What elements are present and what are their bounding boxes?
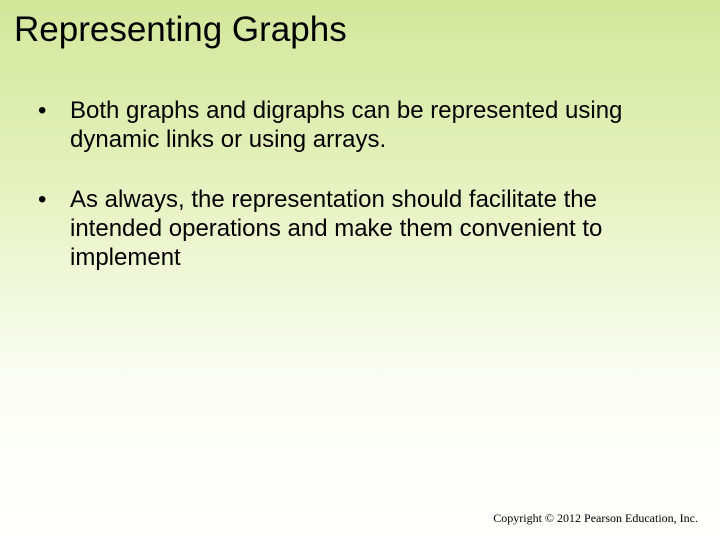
bullet-icon: • [32,185,70,214]
slide-body: • Both graphs and digraphs can be repres… [32,96,680,302]
copyright-text: Copyright © 2012 Pearson Education, Inc. [493,511,698,526]
list-item: • As always, the representation should f… [32,185,680,273]
list-item: • Both graphs and digraphs can be repres… [32,96,680,155]
slide: Representing Graphs • Both graphs and di… [0,0,720,540]
bullet-text: Both graphs and digraphs can be represen… [70,96,680,155]
bullet-icon: • [32,96,70,125]
bullet-text: As always, the representation should fac… [70,185,680,273]
slide-title: Representing Graphs [14,10,347,50]
